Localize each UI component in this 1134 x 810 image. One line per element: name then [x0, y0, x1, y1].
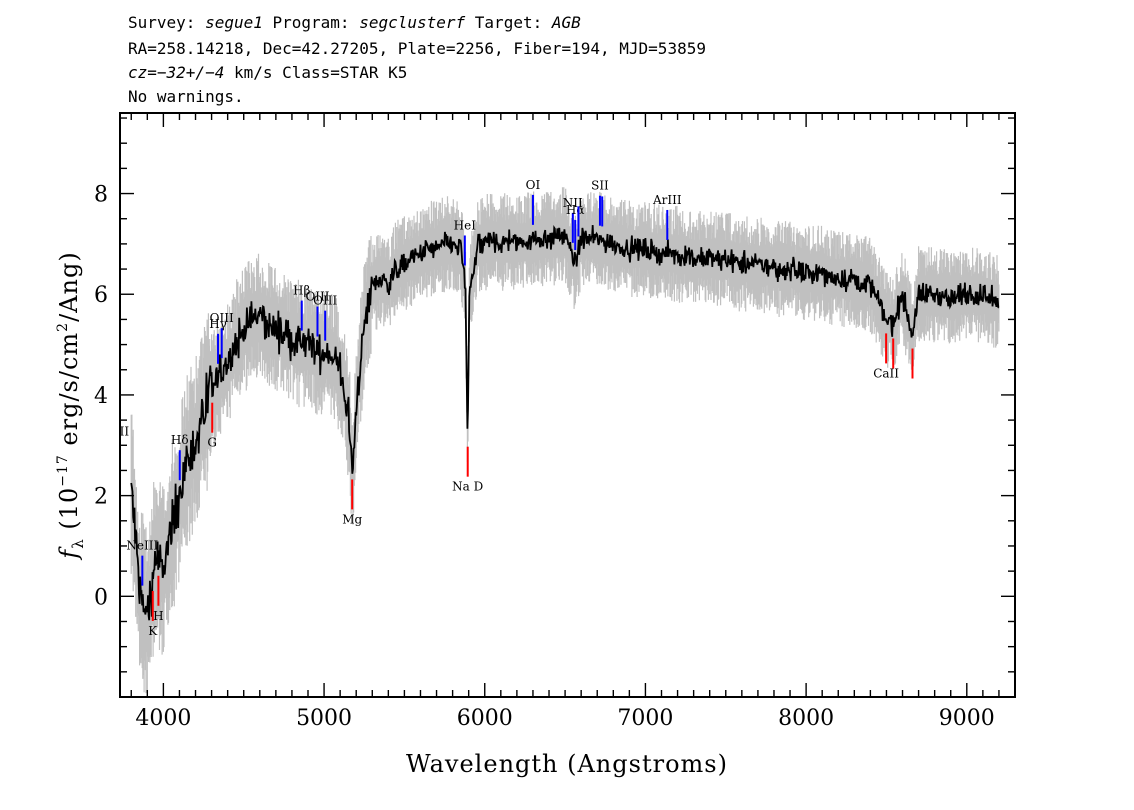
- survey-name: segue1: [205, 13, 263, 32]
- line-label: Hβ: [293, 284, 310, 298]
- line-label: Hα: [566, 203, 585, 217]
- line-label: CaII: [873, 366, 899, 380]
- header-line-1: Survey: segue1 Program: segclusterf Targ…: [128, 13, 581, 32]
- x-tick-label: 4000: [135, 706, 191, 731]
- x-axis-title: Wavelength (Angstroms): [406, 750, 728, 778]
- line-label: SII: [591, 179, 609, 193]
- line-label: OIII: [210, 311, 234, 325]
- header-line-2: RA=258.14218, Dec=42.27205, Plate=2256, …: [128, 39, 706, 58]
- svg-text:fλ (10−17 erg/s/cm2/Ang): fλ (10−17 erg/s/cm2/Ang): [55, 251, 87, 560]
- y-tick-label: 0: [94, 585, 108, 610]
- x-tick-label: 9000: [939, 706, 995, 731]
- line-label: OIII: [313, 294, 337, 308]
- error-band-path: [130, 187, 1000, 694]
- flux-series: [130, 225, 1000, 621]
- y-tick-label: 6: [94, 283, 108, 308]
- flux-error-band: [130, 187, 1000, 694]
- line-label: OI: [526, 178, 541, 192]
- line-label: NII: [563, 196, 583, 210]
- line-label: Mg: [342, 512, 362, 526]
- x-tick-label: 5000: [296, 706, 352, 731]
- line-label: OIII: [305, 290, 329, 304]
- line-label: H: [153, 609, 163, 623]
- y-tick-label: 4: [94, 384, 108, 409]
- y-axis-title: fλ (10−17 erg/s/cm2/Ang): [55, 251, 87, 560]
- line-label: HeI: [454, 218, 477, 232]
- x-tick-label: 8000: [778, 706, 834, 731]
- header-line-4: No warnings.: [128, 87, 244, 106]
- flux-line-path: [130, 225, 1000, 621]
- y-tick-label: 2: [94, 485, 108, 510]
- line-label: K: [148, 624, 158, 638]
- y-tick-label: 8: [94, 183, 108, 208]
- line-label: NeIII: [126, 539, 158, 553]
- x-tick-label: 7000: [617, 706, 673, 731]
- line-label: G: [207, 436, 217, 450]
- line-label: Hγ: [209, 317, 227, 331]
- program-name: segclusterf: [359, 13, 466, 32]
- line-label: ArIII: [652, 193, 682, 207]
- spectral-line-markers: OIINeIIIHδHγOIIIHβOIIIOIIIHeIOINIIHαSIIA…: [110, 178, 914, 638]
- redshift-value: cz=−32+/−4: [128, 63, 225, 82]
- x-tick-label: 6000: [457, 706, 513, 731]
- line-label: Hδ: [171, 433, 189, 447]
- plot-frame: [119, 112, 1016, 698]
- target-name: AGB: [551, 13, 581, 32]
- line-label: OII: [110, 425, 130, 439]
- axis-ticks: 4000 5000 6000 7000 8000 9000 0 2 4 6 8: [94, 113, 1016, 731]
- header-line-3: cz=−32+/−4 km/s Class=STAR K5: [128, 63, 408, 82]
- line-label: Na D: [452, 480, 483, 494]
